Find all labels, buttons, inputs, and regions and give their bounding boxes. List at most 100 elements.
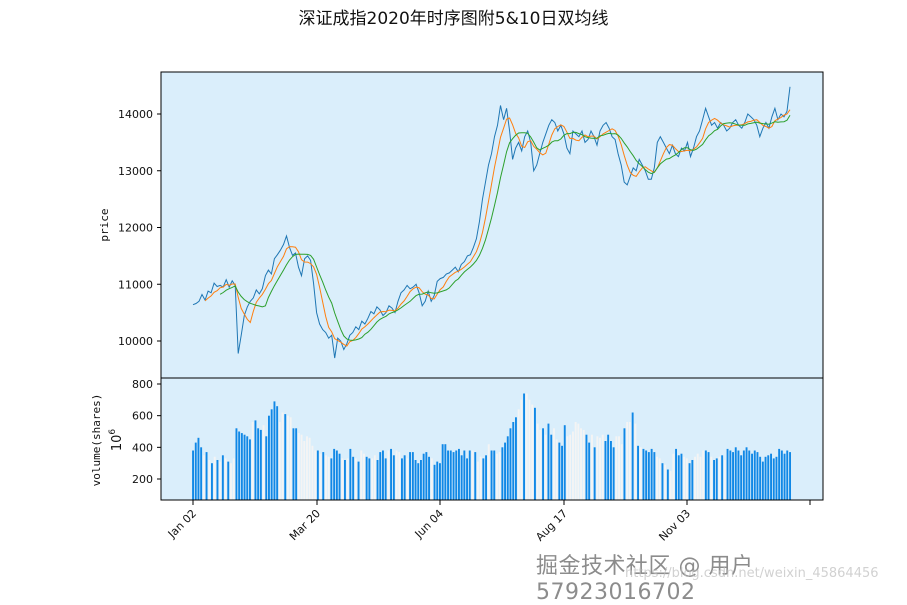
volume-bar bbox=[713, 460, 715, 500]
volume-bar bbox=[246, 436, 249, 501]
volume-tick-label: 400 bbox=[132, 441, 153, 454]
volume-bar bbox=[685, 458, 688, 500]
volume-bar bbox=[240, 433, 243, 500]
chart-canvas: 10000 11000 12000 13000 14000 price 200 400 60… bbox=[90, 71, 824, 544]
volume-bar bbox=[702, 450, 705, 500]
volume-bar bbox=[786, 450, 789, 500]
x-tick-label: Jan 02 bbox=[165, 507, 199, 541]
volume-bar bbox=[761, 461, 764, 500]
volume-bar bbox=[430, 458, 433, 500]
volume-bar bbox=[496, 453, 498, 500]
volume-bar bbox=[593, 447, 596, 500]
volume-bar bbox=[715, 458, 718, 500]
price-tick-label: 14000 bbox=[118, 108, 153, 121]
volume-bar bbox=[574, 422, 577, 500]
volume-bar bbox=[449, 450, 452, 500]
volume-bar bbox=[647, 452, 650, 500]
volume-bar bbox=[588, 442, 591, 500]
volume-bar bbox=[694, 456, 696, 500]
volume-multiplier: 106 bbox=[108, 429, 125, 452]
volume-bar bbox=[211, 463, 213, 500]
volume-bar bbox=[428, 456, 430, 500]
watermark-url: https://blog.csdn.net/weixin_45864456 bbox=[625, 566, 879, 581]
volume-bar bbox=[555, 439, 558, 500]
volume-bar bbox=[268, 415, 270, 500]
volume-bar bbox=[672, 453, 675, 500]
volume-bar bbox=[767, 455, 770, 501]
volume-bar bbox=[227, 461, 230, 500]
volume-bar bbox=[251, 422, 254, 500]
volume-tick-label: 200 bbox=[132, 473, 153, 486]
volume-y-axis: 200 400 600 800 bbox=[132, 378, 161, 486]
volume-bar bbox=[325, 455, 327, 501]
volume-bar bbox=[276, 406, 279, 500]
price-y-axis: 10000 11000 12000 13000 14000 bbox=[118, 108, 161, 348]
volume-bar bbox=[289, 417, 292, 501]
volume-bar bbox=[523, 393, 525, 500]
volume-bar bbox=[742, 450, 745, 500]
volume-bar bbox=[395, 450, 398, 500]
x-axis: Jan 02 Mar 20 Jun 04 Aug 17 Nov 03 bbox=[165, 500, 811, 544]
volume-bar bbox=[756, 452, 759, 500]
volume-bar bbox=[504, 442, 506, 500]
volume-bar bbox=[221, 455, 224, 501]
volume-bar bbox=[322, 452, 325, 500]
volume-bar bbox=[224, 458, 227, 500]
volume-bar bbox=[284, 414, 287, 500]
price-plot-area bbox=[160, 71, 824, 379]
volume-bar bbox=[205, 452, 208, 500]
volume-tick-label: 800 bbox=[132, 378, 153, 391]
volume-bar bbox=[506, 436, 509, 501]
price-axis-label: price bbox=[98, 208, 111, 241]
volume-bar bbox=[501, 447, 504, 500]
volume-bar bbox=[517, 409, 520, 500]
volume-bar bbox=[661, 463, 664, 500]
volume-bar bbox=[417, 463, 420, 500]
volume-bar bbox=[577, 423, 580, 500]
volume-bar bbox=[485, 455, 487, 501]
volume-bar bbox=[783, 453, 786, 500]
volume-bar bbox=[439, 463, 441, 500]
volume-bar bbox=[382, 450, 384, 500]
volume-bar bbox=[498, 452, 501, 500]
volume-axis-label: volume(shares) bbox=[90, 394, 103, 487]
volume-bar bbox=[365, 456, 368, 500]
volume-bar bbox=[208, 460, 211, 500]
volume-bar bbox=[664, 464, 667, 501]
volume-bar bbox=[346, 458, 349, 500]
volume-bar bbox=[699, 456, 702, 500]
x-tick-label: Nov 03 bbox=[656, 507, 693, 544]
volume-bar bbox=[585, 434, 588, 500]
volume-bar bbox=[308, 437, 311, 500]
price-tick-label: 12000 bbox=[118, 222, 153, 235]
volume-bar bbox=[721, 455, 724, 501]
volume-bar bbox=[770, 453, 772, 500]
volume-bar bbox=[479, 456, 482, 500]
volume-bar bbox=[420, 460, 422, 500]
volume-bar bbox=[200, 447, 203, 500]
chart-title: 深证成指2020年时序图附5&10日双均线 bbox=[298, 9, 609, 29]
volume-bar bbox=[232, 458, 235, 500]
volume-bar bbox=[656, 456, 658, 500]
volume-bar bbox=[363, 453, 365, 500]
volume-bar bbox=[338, 453, 341, 500]
volume-bar bbox=[333, 448, 336, 500]
volume-bar bbox=[610, 441, 612, 500]
volume-bar bbox=[213, 456, 216, 500]
volume-bar bbox=[360, 450, 363, 500]
volume-bar bbox=[710, 456, 713, 500]
volume-bar bbox=[509, 428, 512, 500]
volume-bars bbox=[192, 393, 791, 501]
volume-bar bbox=[561, 445, 563, 501]
volume-bar bbox=[637, 445, 639, 501]
volume-bar bbox=[433, 464, 436, 501]
volume-bar bbox=[666, 469, 669, 500]
close-price-line bbox=[192, 86, 791, 359]
volume-bar bbox=[601, 434, 604, 500]
volume-bar bbox=[531, 404, 534, 500]
volume-bar bbox=[265, 436, 268, 501]
volume-bar bbox=[238, 431, 241, 500]
volume-bar bbox=[740, 455, 743, 501]
volume-bar bbox=[425, 452, 428, 500]
x-tick-label: Mar 20 bbox=[287, 507, 323, 543]
